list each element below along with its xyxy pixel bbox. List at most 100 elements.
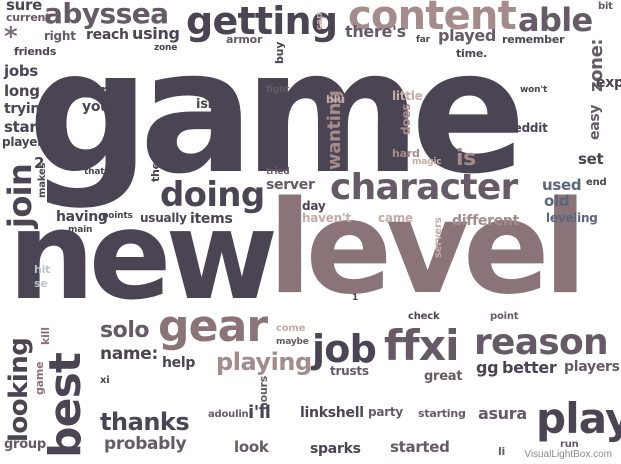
word-ffxi: ffxi xyxy=(384,321,460,370)
watermark-label: VisualLightBox.com xyxy=(521,448,615,461)
word-tried: tried xyxy=(266,167,290,177)
word-look: look xyxy=(234,438,269,456)
word-linkshell: linkshell xyxy=(300,405,364,421)
word-play: play xyxy=(536,394,621,443)
word-came: came xyxy=(378,211,413,225)
word-playing: playing xyxy=(216,348,312,376)
word-started: started xyxy=(390,438,450,456)
word-using: using xyxy=(132,24,180,43)
word-starting: starting xyxy=(418,407,466,420)
word-stuff: stuff xyxy=(265,114,279,145)
word-hit: hit xyxy=(34,263,51,276)
word-now: now. xyxy=(200,113,231,127)
word-buy: buy xyxy=(273,41,286,64)
word-asura: asura xyxy=(478,404,527,423)
word-sparks: sparks xyxy=(310,441,361,457)
word-game: game xyxy=(28,14,526,212)
word-leveling: leveling xyxy=(546,211,598,225)
word-time: time. xyxy=(456,47,488,60)
word-come: come xyxy=(276,323,306,334)
word-jobs: jobs xyxy=(4,62,38,80)
word-probably: probably xyxy=(104,434,187,454)
word-fight: fight xyxy=(266,85,290,95)
word-start: start xyxy=(4,118,44,136)
word-hard: hard xyxy=(392,147,420,160)
word-points: points xyxy=(102,211,133,221)
word-level: level xyxy=(268,174,587,323)
word-armor: armor xyxy=(226,33,263,46)
word-trying: trying xyxy=(4,101,50,117)
word-having: having xyxy=(56,209,108,225)
word-asterisk: * xyxy=(4,22,18,52)
word-worth: worth xyxy=(82,83,121,97)
word-them: them. xyxy=(149,146,162,182)
word-main: main xyxy=(68,225,93,235)
word-player: player xyxy=(2,135,43,149)
word-thanks: thanks xyxy=(100,408,190,436)
word-party: party xyxy=(368,405,403,419)
word-maybe: maybe xyxy=(276,337,309,347)
word-trusts: trusts xyxy=(330,364,369,378)
word-zone-small: zone xyxy=(154,43,178,53)
word-abyssea: abyssea xyxy=(44,0,169,30)
word-character: character xyxy=(330,167,518,208)
word-exp: exp xyxy=(596,75,621,91)
word-does: does xyxy=(399,103,413,135)
word-right: right xyxy=(44,29,76,43)
word-gg: gg xyxy=(476,358,499,377)
word-best: best xyxy=(40,352,91,458)
word-reddit: reddit xyxy=(508,121,548,135)
word-day: day xyxy=(302,199,326,213)
word-new: new xyxy=(8,185,278,327)
word-played: played xyxy=(438,26,497,45)
word-able: able xyxy=(518,1,593,39)
word-long: long xyxy=(4,82,40,100)
word-is: is xyxy=(456,146,476,171)
word-adoulin: adoulin xyxy=(208,409,249,420)
word-end: end xyxy=(586,177,607,188)
word-help: help xyxy=(162,355,196,371)
word-three: 3 xyxy=(348,89,358,105)
word-server: server xyxy=(266,177,315,193)
word-wont: won't xyxy=(520,85,548,95)
word-havent: haven't xyxy=(302,211,351,225)
word-kill: kill xyxy=(39,327,52,345)
word-looking: looking xyxy=(4,337,34,442)
word-one: 1 xyxy=(352,293,359,303)
word-current: current xyxy=(6,11,51,24)
word-easy: easy xyxy=(587,104,603,140)
word-servers: servers xyxy=(433,217,444,258)
word-items: items xyxy=(190,211,233,227)
word-content: content xyxy=(348,0,517,39)
word-theres: there's xyxy=(345,22,406,41)
word-doing: doing xyxy=(160,175,265,215)
word-gear: gear xyxy=(158,301,268,352)
word-two: 2 xyxy=(34,154,45,172)
word-group: group xyxy=(4,437,46,452)
word-li: li xyxy=(498,445,506,458)
word-that: that. xyxy=(84,167,108,177)
word-solo: solo xyxy=(100,318,150,343)
word-far: far xyxy=(416,35,430,45)
word-friends: friends xyxy=(14,45,57,58)
word-old: old xyxy=(544,192,570,210)
word-join: join xyxy=(1,163,39,228)
word-reach: reach xyxy=(86,27,129,43)
word-usually: usually xyxy=(140,211,187,225)
word-players: players xyxy=(564,359,620,375)
word-different: different xyxy=(452,213,520,229)
word-xi: xi xyxy=(100,375,110,386)
word-run: run xyxy=(560,439,579,450)
word-sure: sure xyxy=(6,0,42,14)
word-blu: blu xyxy=(326,93,345,106)
word-great: great xyxy=(424,369,463,384)
word-ill: i'll xyxy=(248,402,271,423)
word-cap: cap xyxy=(315,12,325,30)
word-remember: remember xyxy=(502,33,565,46)
word-point: point xyxy=(490,311,519,322)
word-better: better xyxy=(502,358,557,377)
word-magic: magic xyxy=(412,157,442,167)
word-used: used xyxy=(542,176,582,194)
word-it: it, xyxy=(456,117,471,132)
word-youll: you'll xyxy=(82,99,123,115)
